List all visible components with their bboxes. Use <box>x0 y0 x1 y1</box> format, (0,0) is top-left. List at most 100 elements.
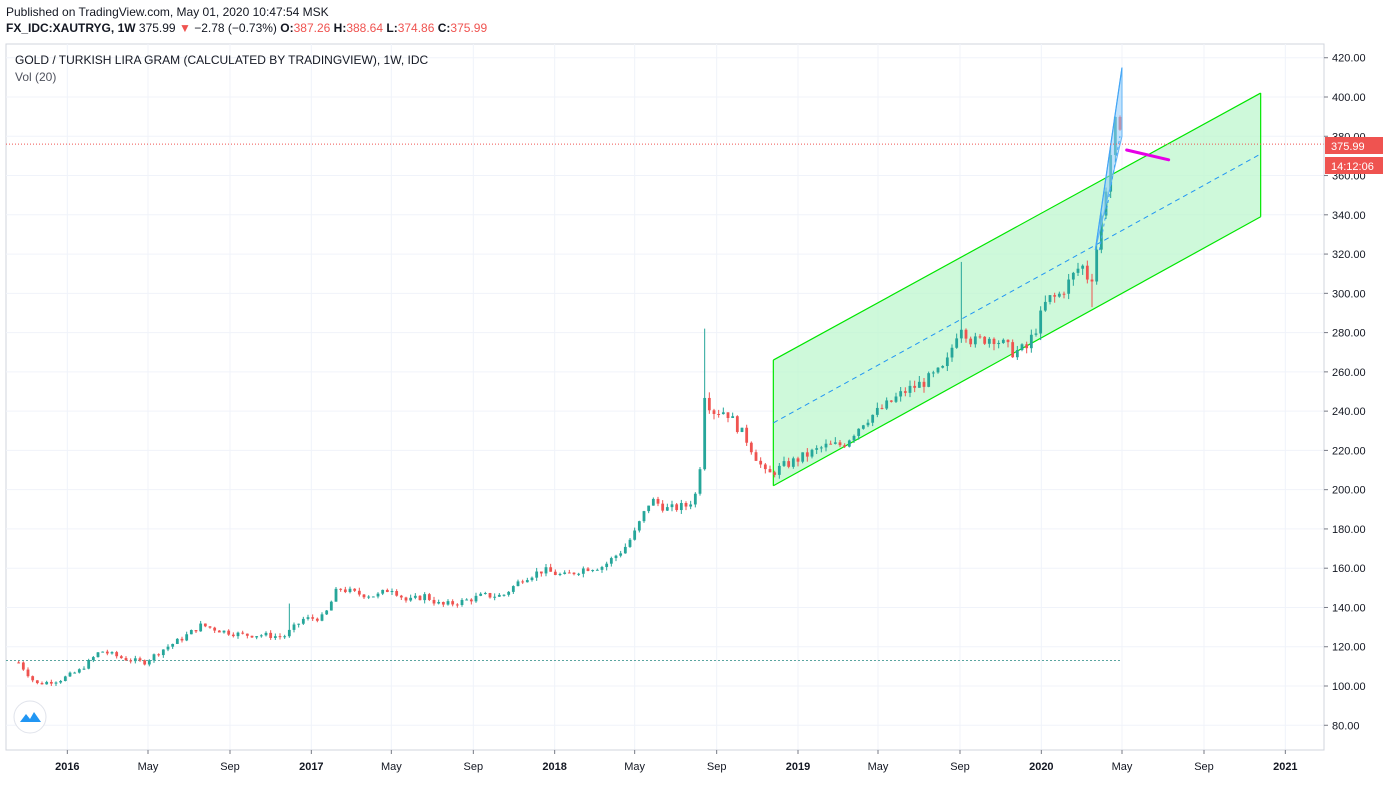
candle-body <box>852 435 856 441</box>
candle-body <box>595 569 599 571</box>
candle-body <box>175 638 179 644</box>
candle-body <box>544 567 548 574</box>
channel-fill <box>773 93 1261 486</box>
candle-body <box>49 681 53 684</box>
candle-body <box>59 680 63 683</box>
candle-body <box>581 568 585 574</box>
candle-body <box>521 581 525 583</box>
candle-body <box>549 567 553 572</box>
candle-body <box>418 595 422 601</box>
candle-body <box>815 448 819 450</box>
candle-body <box>1067 279 1071 294</box>
candle-body <box>390 591 394 593</box>
candle-body <box>45 681 49 685</box>
candle-body <box>791 458 795 467</box>
chart-header: Published on TradingView.com, May 01, 20… <box>6 4 487 36</box>
candle-body <box>68 672 72 677</box>
down-arrow-icon: ▼ <box>178 21 191 35</box>
candle-body <box>385 589 389 593</box>
candle-body <box>586 568 590 571</box>
candle-body <box>843 445 847 447</box>
candle-body <box>91 657 95 661</box>
candle-body <box>651 498 655 506</box>
price-axis-labels: 80.00 100.00 120.00 140.00 160.00 180.00 200.0… <box>1324 53 1366 732</box>
candle-body <box>320 614 324 621</box>
last-price-tag-text: 375.99 <box>1331 141 1365 153</box>
candle-body <box>609 558 613 564</box>
candle-body <box>334 588 338 602</box>
candle-body <box>493 596 497 598</box>
candle-body <box>969 338 973 345</box>
candle-body <box>17 662 21 664</box>
candle-body <box>40 683 44 685</box>
candle-body <box>241 632 245 634</box>
candle-body <box>255 636 259 638</box>
candle-body <box>451 601 455 605</box>
candle-body <box>703 397 707 470</box>
candle-body <box>1006 339 1010 343</box>
candle-body <box>213 627 217 631</box>
candle-body <box>1048 295 1052 302</box>
candle-body <box>96 652 100 658</box>
regression-channel[interactable] <box>772 92 1262 487</box>
candle-body <box>343 589 347 593</box>
time-axis[interactable] <box>6 750 1324 780</box>
candle-body <box>460 599 464 605</box>
price-tick-label: 260.00 <box>1332 367 1366 379</box>
candle-body <box>908 385 912 393</box>
pane-frame <box>5 43 1325 751</box>
candle-body <box>26 669 30 677</box>
candle-body <box>913 385 917 388</box>
candle-body <box>628 539 632 547</box>
tradingview-logo-icon[interactable] <box>13 700 47 734</box>
price-tick-label: 420.00 <box>1332 53 1366 65</box>
candle-body <box>399 595 403 598</box>
candle-body <box>381 589 385 594</box>
candle-body <box>1011 342 1015 358</box>
candle-body <box>857 428 861 436</box>
candle-body <box>278 636 282 638</box>
candle-body <box>77 669 81 673</box>
candle-body <box>619 553 623 556</box>
candle-body <box>101 651 105 653</box>
candle-body <box>689 504 693 507</box>
candle-body <box>861 425 865 429</box>
time-tick-label: Sep <box>1194 761 1214 773</box>
candle-body <box>437 601 441 604</box>
candle-body <box>124 658 128 661</box>
candle-body <box>1015 350 1019 358</box>
candle-body <box>773 472 777 475</box>
forecast-arrow[interactable] <box>1094 67 1123 251</box>
price-tick-label: 120.00 <box>1332 642 1366 654</box>
candle-body <box>446 601 450 605</box>
candle-body <box>721 412 725 415</box>
candle-body <box>553 571 557 575</box>
time-tick-label: May <box>381 761 402 773</box>
projection[interactable] <box>1125 148 1171 162</box>
candle-body <box>819 447 823 449</box>
candle-body <box>787 461 791 467</box>
candle-body <box>899 391 903 397</box>
candle-body <box>54 682 58 684</box>
candle-body <box>698 469 702 494</box>
candle-body <box>1071 272 1075 280</box>
candle-body <box>964 329 968 339</box>
candle-body <box>833 442 837 444</box>
candle-body <box>1081 265 1085 269</box>
candle-body <box>558 573 562 575</box>
candle-body <box>161 649 165 656</box>
candle-body <box>726 412 730 418</box>
candle-body <box>133 658 137 662</box>
candle-body <box>115 652 119 657</box>
candle-body <box>871 414 875 423</box>
published-line: Published on TradingView.com, May 01, 20… <box>6 5 329 19</box>
candle-body <box>231 634 235 637</box>
candle-body <box>469 599 473 602</box>
candle-body <box>754 452 758 461</box>
price-tick-label: 80.00 <box>1332 720 1360 732</box>
candle-body <box>236 632 240 637</box>
candle-body <box>665 507 669 511</box>
candle-body <box>283 636 287 638</box>
candle-body <box>194 630 198 632</box>
